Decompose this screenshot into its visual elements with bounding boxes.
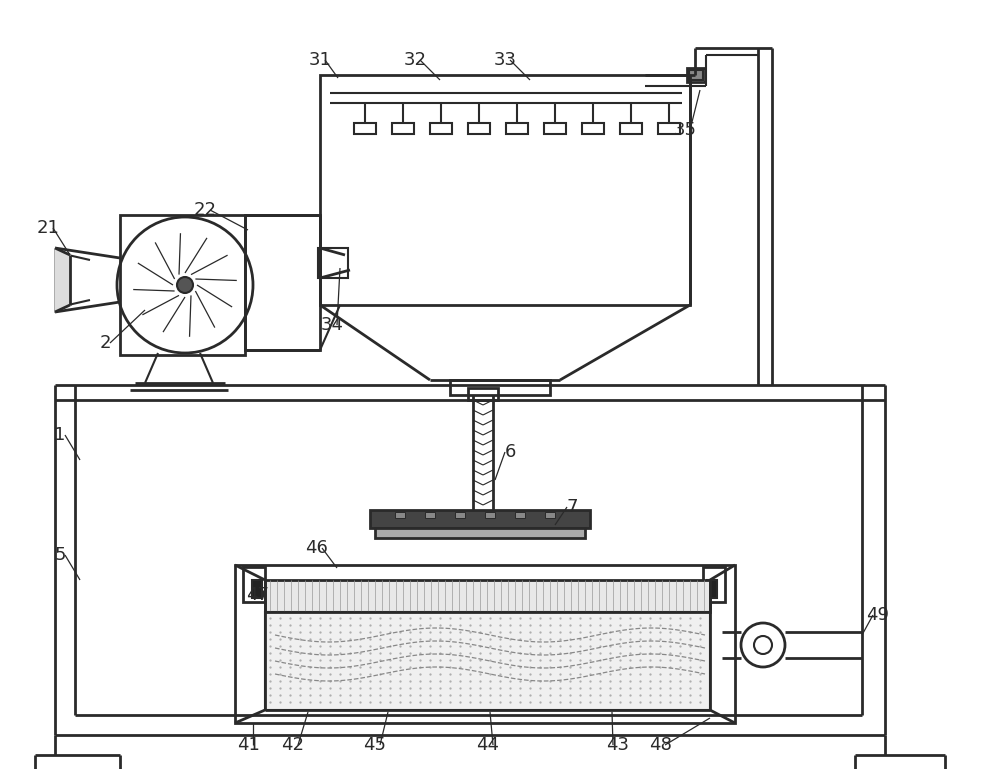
Bar [545,512,555,518]
Text: 48: 48 [649,736,671,754]
Bar [468,388,498,400]
Bar [252,580,262,598]
Bar [506,123,528,134]
Bar [265,580,710,612]
Text: 43: 43 [606,736,630,754]
Text: 22: 22 [194,201,216,219]
Text: 33: 33 [494,51,516,69]
Text: 45: 45 [364,736,386,754]
Bar [392,123,414,134]
Bar [370,510,590,528]
Bar [265,612,710,710]
Text: 41: 41 [237,736,259,754]
Bar [450,380,550,395]
Text: 35: 35 [674,121,696,139]
Bar [320,75,690,305]
Text: 21: 21 [37,219,59,237]
Bar [485,512,495,518]
Bar [430,123,452,134]
Text: 42: 42 [282,736,304,754]
Bar [318,248,348,278]
Bar [707,580,717,598]
Bar [689,70,703,80]
Bar [658,123,680,134]
Text: 2: 2 [99,334,111,352]
Bar [468,123,490,134]
Bar [245,215,320,350]
Text: 44: 44 [477,736,500,754]
Circle shape [177,277,193,293]
Bar [375,528,585,538]
Bar [687,68,705,82]
Bar [515,512,525,518]
Text: 7: 7 [566,498,578,516]
Text: 1: 1 [54,426,66,444]
Bar [703,567,725,602]
Bar [395,512,405,518]
Bar [620,123,642,134]
Bar [582,123,604,134]
Bar [455,512,465,518]
Text: 34: 34 [320,316,344,334]
Text: 47: 47 [246,586,270,604]
Text: 49: 49 [866,606,890,624]
Bar [425,512,435,518]
Bar [235,565,735,723]
Bar [120,215,245,355]
Polygon shape [55,248,70,312]
Text: 46: 46 [306,539,328,557]
Text: 32: 32 [404,51,426,69]
Text: 5: 5 [54,546,66,564]
Text: 31: 31 [309,51,331,69]
Text: 6: 6 [504,443,516,461]
Bar [354,123,376,134]
Bar [544,123,566,134]
Bar [243,567,265,602]
